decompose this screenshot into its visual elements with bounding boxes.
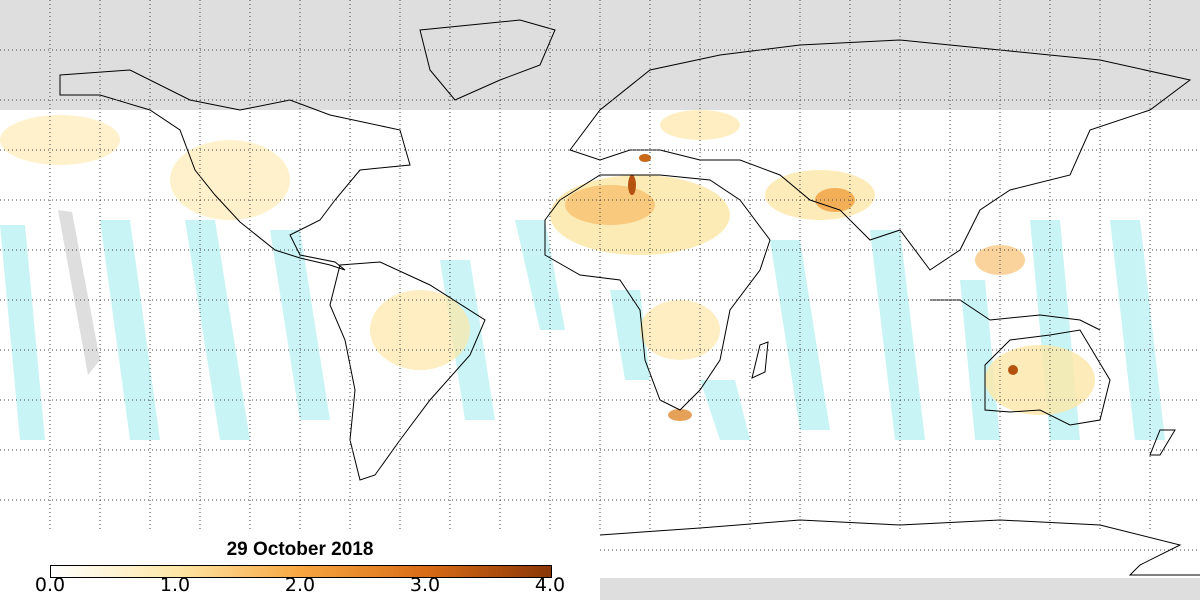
colorbar-tick-label: 3.0 <box>409 574 441 596</box>
plume-medium <box>565 185 655 225</box>
plume-dark <box>628 175 636 195</box>
cloud-swath <box>1110 220 1165 440</box>
cloud-swath <box>100 220 160 440</box>
no-data-north <box>0 0 1200 110</box>
colorbar <box>50 565 552 578</box>
cloud-swath <box>700 380 750 440</box>
plume-light <box>0 115 120 165</box>
plume-medium <box>668 409 692 421</box>
madagascar-outline <box>751 341 769 379</box>
no-data-swath <box>58 210 100 375</box>
new-zealand-outline <box>1149 429 1176 456</box>
cloud-swath <box>870 230 925 440</box>
plume-dark <box>1008 365 1018 375</box>
legend-panel: 29 October 2018 0.0 1.0 2.0 3.0 4.0 <box>0 530 600 600</box>
plume-dark <box>639 154 651 162</box>
cloud-swath <box>770 240 830 430</box>
plume-light <box>640 300 720 360</box>
aerosol-plumes <box>0 110 1095 421</box>
date-label: 29 October 2018 <box>226 539 374 560</box>
cloud-swath <box>0 225 45 440</box>
plume-light <box>370 290 470 370</box>
cloud-swath <box>960 280 1000 440</box>
greenland-outline <box>419 19 556 101</box>
plume-medium <box>815 188 855 212</box>
north-america-outline <box>59 69 411 271</box>
africa-outline <box>544 174 771 411</box>
cloud-swath <box>185 220 250 440</box>
eurasia-outline <box>569 39 1192 271</box>
no-data-south <box>600 578 1200 600</box>
colorbar-tick-label: 2.0 <box>284 574 316 596</box>
colorbar-tick-label: 1.0 <box>159 574 191 596</box>
indonesia-outline <box>930 299 1101 331</box>
cloud-swath <box>515 220 565 330</box>
colorbar-tick-label: 4.0 <box>534 574 566 596</box>
plume-light <box>985 345 1095 415</box>
colorbar-tick-label: 0.0 <box>34 574 66 596</box>
graticule <box>0 0 1200 551</box>
south-america-outline <box>329 261 486 481</box>
